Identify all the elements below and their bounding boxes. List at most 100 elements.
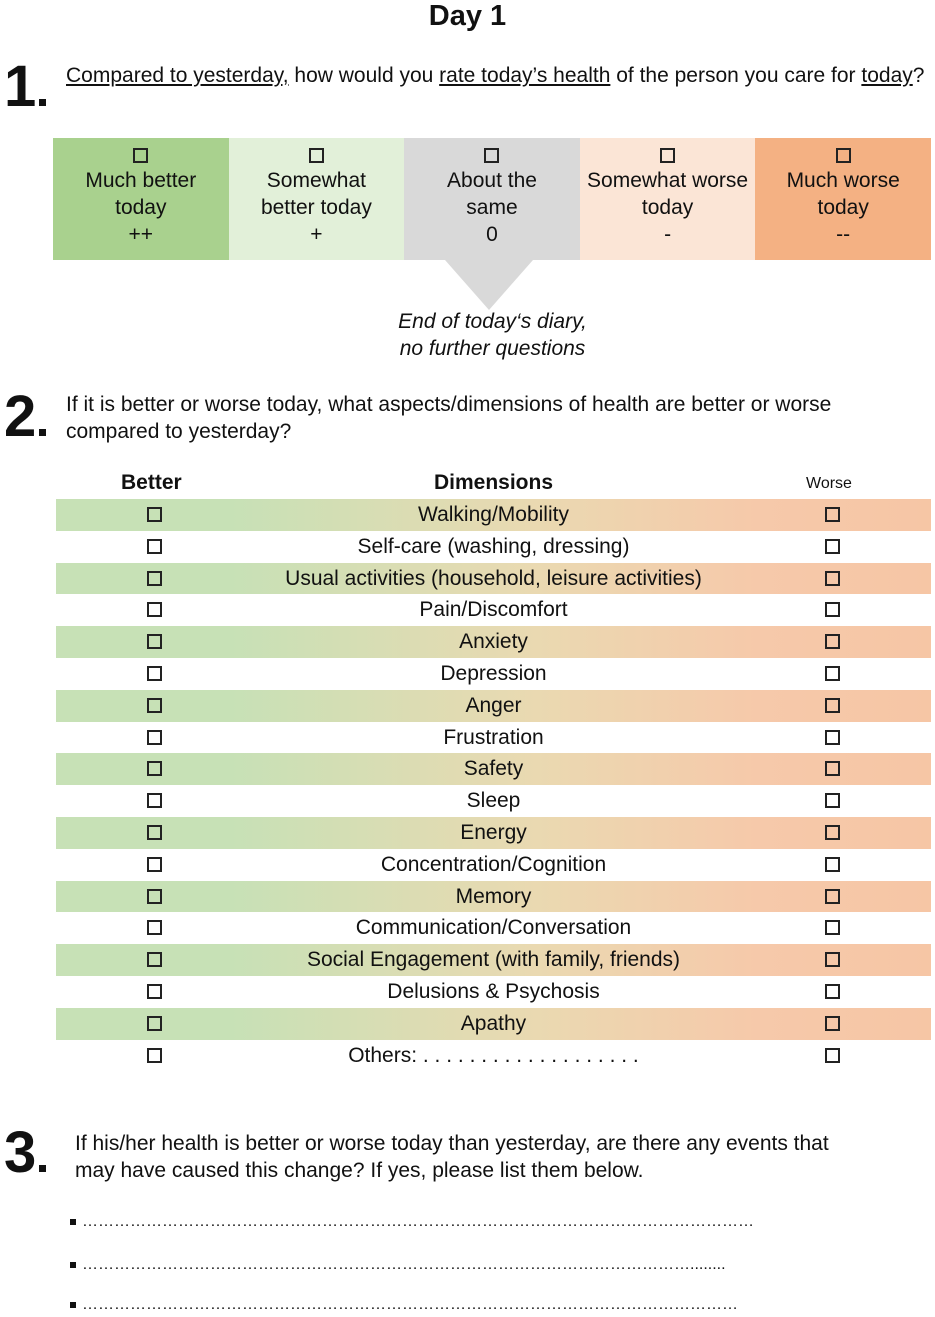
dimension-label: Apathy <box>460 1011 527 1035</box>
rating-checkbox[interactable] <box>835 148 851 163</box>
question-3-line-2: may have caused this change? If yes, ple… <box>75 1159 644 1182</box>
dimension-row: Frustration <box>56 722 931 754</box>
rating-option-line1: Somewhat worse <box>587 169 749 192</box>
better-checkbox[interactable] <box>147 1015 162 1031</box>
dimension-label: Usual activities (household, leisure act… <box>285 566 702 590</box>
worse-checkbox[interactable] <box>825 952 840 968</box>
worse-checkbox[interactable] <box>825 665 840 681</box>
better-checkbox[interactable] <box>147 697 162 713</box>
better-checkbox[interactable] <box>147 634 162 650</box>
dimensions-table-header: Better Dimensions Worse <box>56 471 931 497</box>
rating-option-line2: better today <box>260 196 372 219</box>
dimension-label: Energy <box>460 820 527 844</box>
dimension-row: Walking/Mobility <box>56 499 931 531</box>
dimension-label: Self-care (washing, dressing) <box>357 534 630 558</box>
question-2-number: 2 <box>4 388 47 446</box>
worse-checkbox[interactable] <box>825 824 840 840</box>
better-checkbox[interactable] <box>147 952 162 968</box>
rating-scale: Much better today ++ Somewhat better today + A… <box>53 138 931 260</box>
question-1-text-part: how would you <box>288 64 440 87</box>
dimension-row: Communication/Conversation <box>56 912 931 944</box>
dimension-row: Safety <box>56 753 931 786</box>
dimension-row: Sleep <box>56 785 931 817</box>
better-checkbox[interactable] <box>147 824 162 840</box>
question-1-number: 1 <box>4 58 47 116</box>
worse-checkbox[interactable] <box>825 634 840 650</box>
question-1-text-part: of the person you care for <box>610 64 862 87</box>
question-1-text-part: ? <box>912 64 925 87</box>
question-2-text: If it is better or worse today, what asp… <box>66 391 926 445</box>
rating-checkbox[interactable] <box>484 148 500 163</box>
worse-checkbox[interactable] <box>825 983 840 999</box>
better-checkbox[interactable] <box>147 856 162 872</box>
worse-checkbox[interactable] <box>825 793 840 809</box>
better-checkbox[interactable] <box>147 888 162 904</box>
question-2-line-2: compared to yesterday? <box>66 420 292 443</box>
dimension-label: Walking/Mobility <box>418 503 569 526</box>
rating-option-line2: today <box>115 196 167 219</box>
header-worse: Worse <box>806 475 852 492</box>
rating-option-score: - <box>664 223 672 246</box>
better-checkbox[interactable] <box>147 665 162 681</box>
better-checkbox[interactable] <box>147 1047 162 1063</box>
question-2-line-1: If it is better or worse today, what asp… <box>66 393 832 416</box>
rating-checkbox[interactable] <box>660 148 676 163</box>
dimension-label: Pain/Discomfort <box>419 598 568 622</box>
dimension-label: Anger <box>465 693 522 717</box>
dimension-row: Anger <box>56 689 931 722</box>
worse-checkbox[interactable] <box>825 920 840 936</box>
dimension-row: Delusions & Psychosis <box>56 976 931 1008</box>
better-checkbox[interactable] <box>147 983 162 999</box>
rating-option-score: -- <box>836 223 851 246</box>
end-note-line-1: End of today‘s diary, <box>398 310 587 333</box>
worse-checkbox[interactable] <box>825 570 840 586</box>
worse-checkbox[interactable] <box>825 856 840 872</box>
question-1-text-part: rate today’s health <box>439 64 611 87</box>
event-list-line[interactable]: ……………………………………………………………………………………………………..… <box>70 1256 922 1274</box>
worse-checkbox[interactable] <box>825 761 840 777</box>
dimension-row: Others: . . . . . . . . . . . . . . . . … <box>56 1040 931 1072</box>
worse-checkbox[interactable] <box>825 538 840 554</box>
rating-option-line2: today <box>641 196 694 219</box>
dimension-row: Self-care (washing, dressing) <box>56 531 931 563</box>
better-checkbox[interactable] <box>147 729 162 745</box>
down-arrow-icon <box>445 260 533 310</box>
dimension-row: Energy <box>56 816 931 849</box>
better-checkbox[interactable] <box>147 538 162 554</box>
better-checkbox[interactable] <box>147 793 162 809</box>
worse-checkbox[interactable] <box>825 888 840 904</box>
rating-option[interactable]: Much worse today -- <box>755 138 931 260</box>
event-list-line[interactable]: …………………………………………………………………………………………………………… <box>70 1296 922 1314</box>
better-checkbox[interactable] <box>147 570 162 586</box>
rating-checkbox[interactable] <box>308 148 324 163</box>
better-checkbox[interactable] <box>147 602 162 618</box>
better-checkbox[interactable] <box>147 507 162 522</box>
dimension-label: Frustration <box>443 725 544 749</box>
better-checkbox[interactable] <box>147 920 162 936</box>
dimension-label: Delusions & Psychosis <box>387 979 600 1003</box>
worse-checkbox[interactable] <box>825 507 840 522</box>
rating-option[interactable]: About the same 0 <box>404 138 580 260</box>
header-dimensions: Dimensions <box>433 471 554 494</box>
dimension-label: Safety <box>463 757 524 781</box>
rating-option[interactable]: Much better today ++ <box>53 138 229 260</box>
dimension-row: Depression <box>56 658 931 690</box>
rating-option-line1: Much worse <box>786 169 900 192</box>
worse-checkbox[interactable] <box>825 697 840 713</box>
better-checkbox[interactable] <box>147 761 162 777</box>
worse-checkbox[interactable] <box>825 1015 840 1031</box>
rating-option[interactable]: Somewhat worse today - <box>579 138 756 260</box>
rating-checkbox[interactable] <box>133 148 149 163</box>
worse-checkbox[interactable] <box>825 1047 840 1063</box>
rating-option[interactable]: Somewhat better today + <box>228 138 405 260</box>
dimension-label: Concentration/Cognition <box>380 852 607 876</box>
bullet-icon <box>70 1218 76 1225</box>
bullet-icon <box>70 1261 76 1268</box>
bullet-icon <box>70 1301 76 1308</box>
worse-checkbox[interactable] <box>825 602 840 618</box>
rating-option-line1: About the <box>447 169 537 192</box>
question-3-number: 3 <box>4 1124 47 1182</box>
event-list-line[interactable]: …………………………………………………………………………………………………………… <box>70 1213 922 1231</box>
worse-checkbox[interactable] <box>825 729 840 745</box>
rating-option-score: + <box>310 223 323 246</box>
